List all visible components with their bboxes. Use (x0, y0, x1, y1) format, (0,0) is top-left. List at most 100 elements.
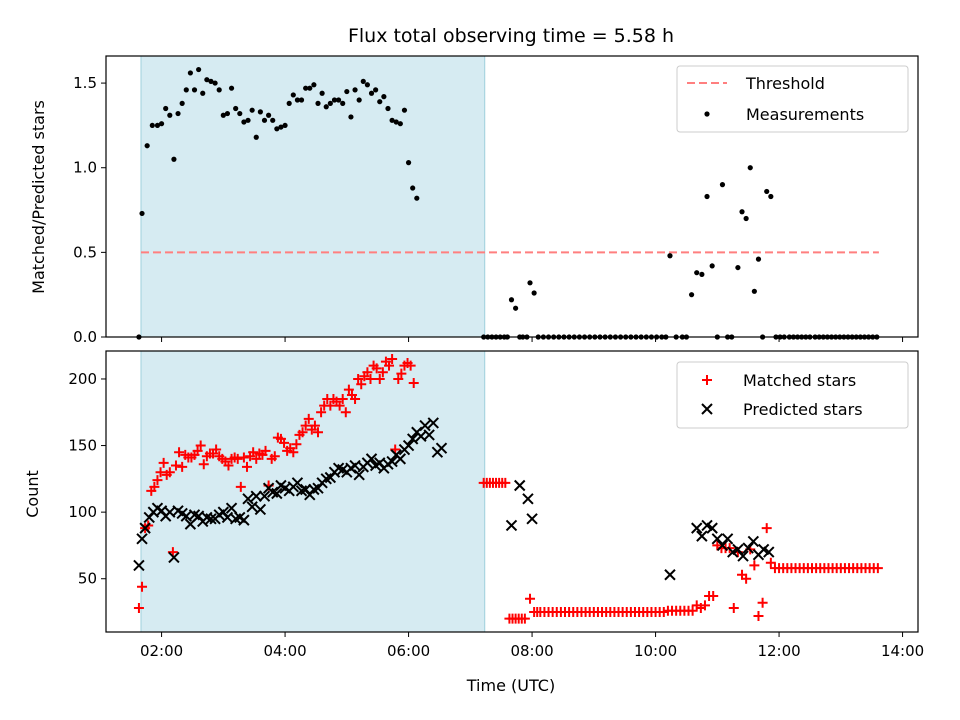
measurement-point (212, 80, 218, 86)
measurement-point (340, 100, 346, 106)
predicted-star-point (423, 429, 435, 441)
predicted-star-point (271, 487, 283, 500)
predicted-star-point (291, 477, 304, 489)
ratio-panel: 0.0 0.5 1.0 1.5 Matched/Predicted stars Thr… (29, 55, 919, 346)
matched-star-point (309, 420, 320, 431)
x-tick-label: 02:00 (140, 642, 183, 660)
measurement-point (531, 290, 537, 296)
predicted-star-point (696, 530, 708, 542)
matched-star-point (300, 420, 311, 431)
measurement-point (513, 305, 519, 311)
matched-star-point (365, 373, 376, 384)
measurement-point (144, 143, 150, 149)
measurement-point (377, 99, 383, 105)
predicted-star-point (691, 522, 703, 534)
measurement-point (319, 90, 325, 96)
matched-star-point (356, 379, 367, 390)
observing-window-shade (140, 55, 486, 338)
matched-star-point (149, 481, 160, 492)
predicted-star-point (427, 417, 439, 429)
measurement-point (768, 193, 774, 200)
measurement-point (344, 88, 350, 95)
measurement-point (764, 188, 770, 195)
count-y-axis-label: Count (23, 470, 42, 518)
measurement-point (364, 82, 371, 88)
measurement-point (739, 209, 745, 215)
measurement-point (352, 87, 358, 93)
measurement-point (373, 87, 379, 93)
matched-star-point (337, 393, 348, 404)
matched-star-point (177, 461, 188, 472)
matched-star-point (248, 447, 259, 458)
predicted-star-point (716, 539, 729, 552)
measurement-point (266, 112, 272, 118)
measurement-point (237, 110, 243, 117)
matched-star-point (408, 377, 419, 388)
matched-star-point (753, 611, 764, 622)
legend-matched-label: Matched stars (743, 371, 856, 390)
matched-star-point (297, 427, 308, 438)
legend-box (676, 361, 909, 429)
measurement-point (414, 195, 420, 201)
matched-star-point (405, 360, 416, 371)
measurement-point (149, 122, 155, 129)
matched-star-point (749, 560, 760, 571)
measurement-point (298, 97, 305, 103)
measurement-point (200, 90, 206, 96)
matched-star-point (728, 603, 739, 614)
x-tick-label: 06:00 (387, 642, 430, 660)
matched-star-point (741, 573, 752, 584)
matched-star-point (393, 373, 404, 384)
predicted-star-point (721, 533, 734, 545)
measurement-point (719, 182, 726, 188)
measurement-point (139, 210, 145, 217)
predicted-star-point (402, 439, 415, 452)
matched-star-point (170, 460, 181, 471)
predicted-star-point (747, 535, 760, 548)
matched-star-point (371, 363, 382, 374)
measurement-point (249, 107, 255, 113)
matched-star-point (198, 459, 209, 470)
chart-title: Flux total observing time = 5.58 h (348, 25, 674, 47)
measurement-point (171, 156, 177, 162)
x-tick-label: 12:00 (757, 642, 800, 660)
matched-star-point (279, 437, 290, 448)
measurement-point (163, 105, 169, 112)
predicted-star-point (258, 490, 271, 502)
matched-star-point (353, 373, 364, 384)
matched-star-point (235, 481, 246, 492)
measurement-point (694, 270, 700, 276)
count-y-tick-label: 100 (68, 503, 97, 521)
measurement-point (294, 97, 301, 103)
matched-star-point (519, 613, 530, 624)
matched-star-point (152, 475, 163, 486)
measurement-point (278, 124, 284, 130)
predicted-star-point (664, 569, 676, 581)
matched-star-point (211, 444, 222, 455)
count-legend: Matched stars Predicted stars (676, 361, 909, 429)
measurement-point (331, 97, 338, 103)
matched-star-point (232, 453, 243, 464)
legend-predicted-label: Predicted stars (743, 400, 863, 419)
predicted-star-point (435, 442, 448, 454)
matched-star-point (260, 445, 271, 456)
matched-star-point (241, 461, 252, 472)
measurement-point (393, 119, 399, 125)
measurement-point (191, 87, 198, 93)
measurement-point (307, 85, 313, 91)
predicted-star-point (168, 551, 180, 564)
predicted-star-point (406, 433, 419, 445)
legend-predicted-swatch (701, 403, 713, 415)
measurement-point (154, 122, 161, 129)
measurement-point (286, 100, 292, 106)
matched-star-point (133, 603, 144, 614)
measurement-point (743, 215, 749, 222)
ratio-y-tick-label: 0.0 (73, 328, 97, 346)
matched-star-point (765, 557, 776, 568)
measurement-point (747, 165, 753, 171)
x-tick-label: 08:00 (510, 642, 553, 660)
measurement-point (527, 280, 533, 286)
predicted-star-point (250, 490, 262, 502)
measurement-point (261, 117, 268, 123)
